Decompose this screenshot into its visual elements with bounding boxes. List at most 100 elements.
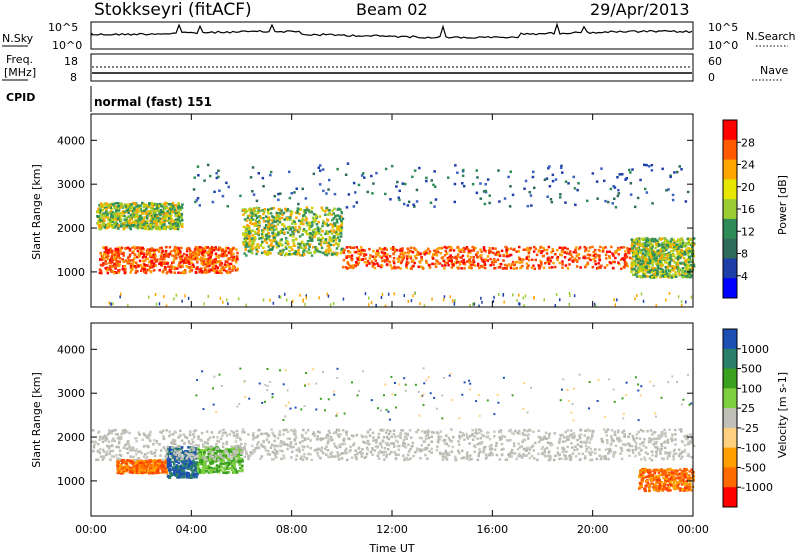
power-cell (263, 228, 266, 231)
power-cell (467, 249, 471, 253)
power-cell (660, 254, 664, 258)
power-cell (653, 270, 657, 273)
power-cell (677, 255, 680, 259)
power-cell (470, 263, 473, 267)
power-cell (136, 223, 140, 226)
power-cell (505, 267, 508, 270)
power-cell (188, 254, 192, 258)
power-cell (181, 299, 183, 303)
power-cell (115, 271, 118, 274)
power-cell (262, 220, 266, 223)
power-cell (594, 304, 597, 308)
power-cell (125, 203, 128, 206)
power-cell (246, 245, 250, 248)
power-cell (631, 251, 635, 255)
power-cell (284, 207, 287, 211)
velocity-cell (219, 462, 223, 466)
power-cell (299, 242, 302, 246)
power-cell (244, 229, 247, 232)
power-cell (497, 266, 501, 269)
power-cell (510, 263, 514, 266)
power-cell (154, 293, 157, 296)
power-cell (117, 264, 121, 268)
power-cell (664, 270, 668, 273)
power-cell (306, 208, 309, 211)
power-cell (668, 260, 672, 264)
velocity-cell (130, 471, 134, 474)
velocity-cell (156, 469, 159, 473)
power-cell (139, 223, 143, 227)
power-cell (246, 209, 249, 213)
power-cell (518, 302, 520, 306)
power-cell (184, 294, 186, 298)
power-cell (109, 247, 112, 251)
velocity-cell (186, 467, 190, 470)
power-cell (151, 203, 154, 206)
velocity-cell (125, 468, 129, 472)
power-cell (648, 262, 651, 265)
power-cell (266, 253, 269, 256)
power-cell (407, 252, 410, 255)
power-cell (329, 303, 332, 307)
power-cell (155, 302, 158, 306)
velocity-cell (207, 466, 210, 469)
power-cell (462, 250, 465, 253)
power-cell (195, 257, 198, 260)
power-cell (188, 247, 191, 250)
power-cell (278, 218, 281, 221)
power-cell (176, 220, 179, 223)
power-cell (157, 225, 161, 229)
power-cell (578, 246, 582, 249)
power-cell (672, 275, 676, 278)
power-cell (689, 247, 693, 251)
power-cell (206, 163, 210, 167)
power-cell (651, 259, 655, 263)
velocity-cell (149, 459, 153, 462)
velocity-cell (140, 468, 144, 471)
power-cell (297, 249, 300, 252)
power-cell (644, 275, 647, 278)
power-cell (127, 304, 129, 308)
power-cell (619, 258, 623, 261)
power-cell (526, 266, 529, 269)
power-cell (586, 261, 589, 265)
power-cell (102, 217, 105, 220)
power-cell (622, 246, 626, 249)
power-cell (98, 228, 102, 231)
power-cell (655, 275, 658, 279)
power-cell (680, 253, 684, 257)
power-cell (146, 257, 149, 260)
power-cell (658, 254, 662, 258)
power-cell (462, 258, 465, 262)
power-cell (208, 261, 212, 265)
power-cell (529, 194, 533, 197)
power-cell (271, 231, 274, 235)
power-cell (296, 207, 300, 210)
power-cell (97, 207, 100, 211)
velocity-cell (124, 464, 127, 467)
power-cell (332, 243, 336, 247)
power-cell (99, 258, 102, 261)
colorbar-tick-label: 12 (741, 225, 755, 238)
power-cell (603, 266, 607, 269)
power-cell (355, 246, 358, 249)
velocity-cell (180, 468, 184, 472)
power-cell (613, 260, 616, 264)
power-cell (437, 247, 440, 250)
power-cell (597, 256, 601, 259)
power-cell (383, 247, 387, 250)
power-cell (247, 225, 251, 228)
power-cell (205, 257, 208, 261)
velocity-cell (234, 460, 237, 463)
power-cell (574, 259, 578, 262)
power-cell (313, 220, 316, 224)
velocity-cell (198, 461, 202, 464)
power-cell (139, 263, 142, 267)
velocity-cell (201, 460, 204, 463)
power-cell (104, 254, 108, 257)
power-cell (299, 293, 301, 297)
power-cell (650, 270, 654, 274)
power-cell (632, 261, 636, 264)
velocity-cell (188, 446, 192, 449)
